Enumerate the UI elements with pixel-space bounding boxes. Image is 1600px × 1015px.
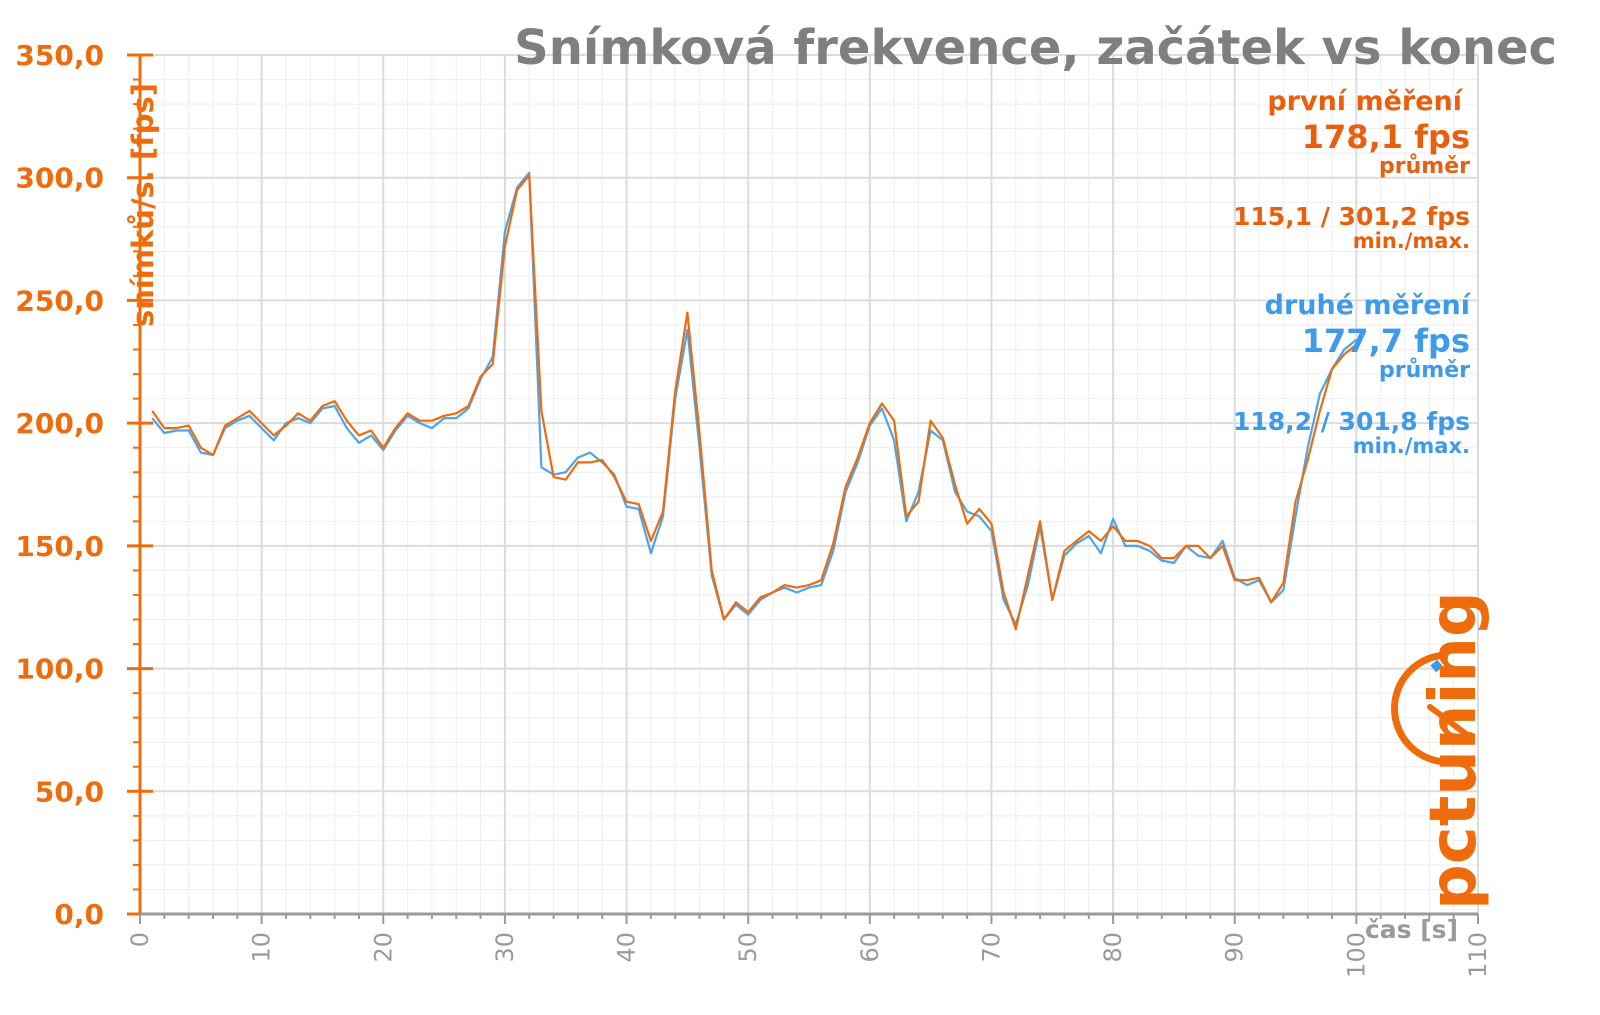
logo-gauge-needle	[1427, 704, 1473, 740]
x-axis-label: čas [s]	[1365, 915, 1458, 944]
x-tick-label: 100	[1342, 932, 1370, 978]
major-gridlines	[139, 54, 1479, 915]
second-minmax-caption: min./max.	[1353, 434, 1470, 458]
logo-text: pctuning	[1417, 591, 1491, 910]
y-tick-label: 200,0	[15, 407, 104, 440]
logo-gauge-hub	[1465, 732, 1475, 742]
first-minmax-value: 115,1 / 301,2 fps	[1233, 202, 1470, 231]
x-tick-label: 70	[977, 932, 1005, 963]
x-tick-label: 80	[1099, 932, 1127, 963]
x-tick-label: 50	[734, 932, 762, 963]
minor-gridlines	[140, 55, 1478, 914]
x-tick-label: 20	[369, 932, 397, 963]
y-axis: 0,0 50,0 100,0 150,0 200,0 250,0 300,0 350,0	[15, 39, 153, 931]
y-tick-label: 0,0	[54, 898, 104, 931]
logo-gauge-marker	[1430, 659, 1444, 673]
first-minmax-caption: min./max.	[1353, 229, 1470, 253]
y-tick-label: 300,0	[15, 162, 104, 195]
x-tick-label: 30	[491, 932, 519, 963]
second-average-value: 177,7 fps	[1302, 322, 1470, 360]
second-measurement-label: druhé měření	[1265, 290, 1472, 321]
series-layer	[151, 171, 1358, 631]
annotation-first: první měření 178,1 fps průměr 115,1 / 30…	[1233, 86, 1470, 253]
chart-title: Snímková frekvence, začátek vs konec	[514, 20, 1557, 76]
x-tick-label: 90	[1221, 932, 1249, 963]
x-tick-label: 0	[126, 932, 154, 947]
first-average-value: 178,1 fps	[1302, 118, 1470, 156]
y-tick-label: 100,0	[15, 653, 104, 686]
y-axis-label: snímků/s. [fps]	[126, 83, 160, 327]
y-tick-label: 350,0	[15, 39, 104, 72]
first-average-caption: průměr	[1379, 154, 1470, 179]
first-measurement-label: první měření	[1267, 86, 1463, 117]
y-tick-label: 250,0	[15, 284, 104, 317]
second-minmax-value: 118,2 / 301,8 fps	[1233, 407, 1470, 436]
series-first-measurement-line	[151, 174, 1358, 631]
x-tick-label: 40	[613, 932, 641, 963]
y-tick-label: 150,0	[15, 530, 104, 563]
second-average-caption: průměr	[1379, 358, 1470, 383]
y-tick-label: 50,0	[35, 775, 104, 808]
x-tick-label: 10	[248, 932, 276, 963]
logo-gauge-arc	[1391, 651, 1449, 766]
pctuning-logo: pctuning	[1391, 591, 1491, 910]
series-second-measurement-line	[151, 171, 1358, 626]
x-tick-label: 110	[1464, 932, 1492, 978]
annotation-second: druhé měření 177,7 fps průměr 118,2 / 30…	[1233, 290, 1472, 458]
x-axis: 0 10 20 30 40 50 60 70 80 90 100 110	[126, 912, 1492, 978]
x-tick-label: 60	[856, 932, 884, 963]
